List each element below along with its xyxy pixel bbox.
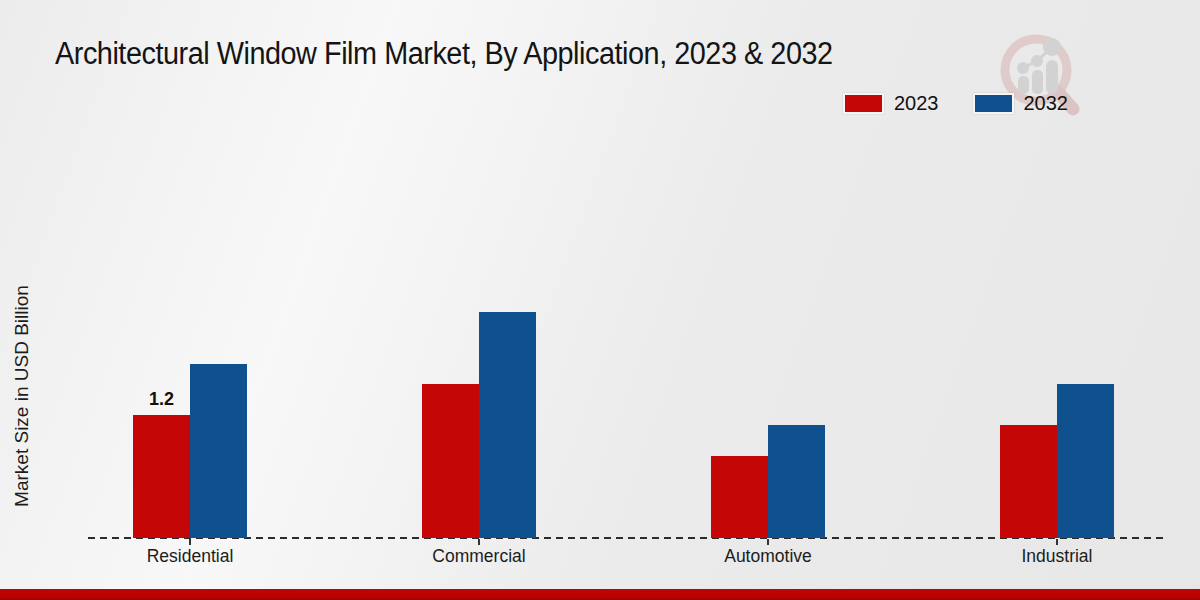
bar-2032-residential xyxy=(190,364,247,538)
x-axis-tick-residential xyxy=(189,539,191,545)
category-label-residential: Residential xyxy=(110,546,270,567)
bar-2032-automotive xyxy=(768,425,825,538)
category-label-commercial: Commercial xyxy=(399,546,559,567)
category-label-automotive: Automotive xyxy=(688,546,848,567)
bar-2032-commercial xyxy=(479,312,536,538)
bar-2023-automotive xyxy=(711,456,768,538)
bar-2023-commercial xyxy=(422,384,479,538)
bar-2032-industrial xyxy=(1057,384,1114,538)
plot-area: 1.2 Residential Commercial Automotive Indust… xyxy=(0,0,1200,600)
bar-2023-industrial xyxy=(1000,425,1057,538)
bar-2023-residential xyxy=(133,415,190,538)
x-axis-tick-commercial xyxy=(478,539,480,545)
x-axis-tick-industrial xyxy=(1056,539,1058,545)
bottom-accent-bar xyxy=(0,589,1200,600)
value-label-2023-residential: 1.2 xyxy=(132,389,192,410)
x-axis-tick-automotive xyxy=(767,539,769,545)
category-label-industrial: Industrial xyxy=(977,546,1137,567)
